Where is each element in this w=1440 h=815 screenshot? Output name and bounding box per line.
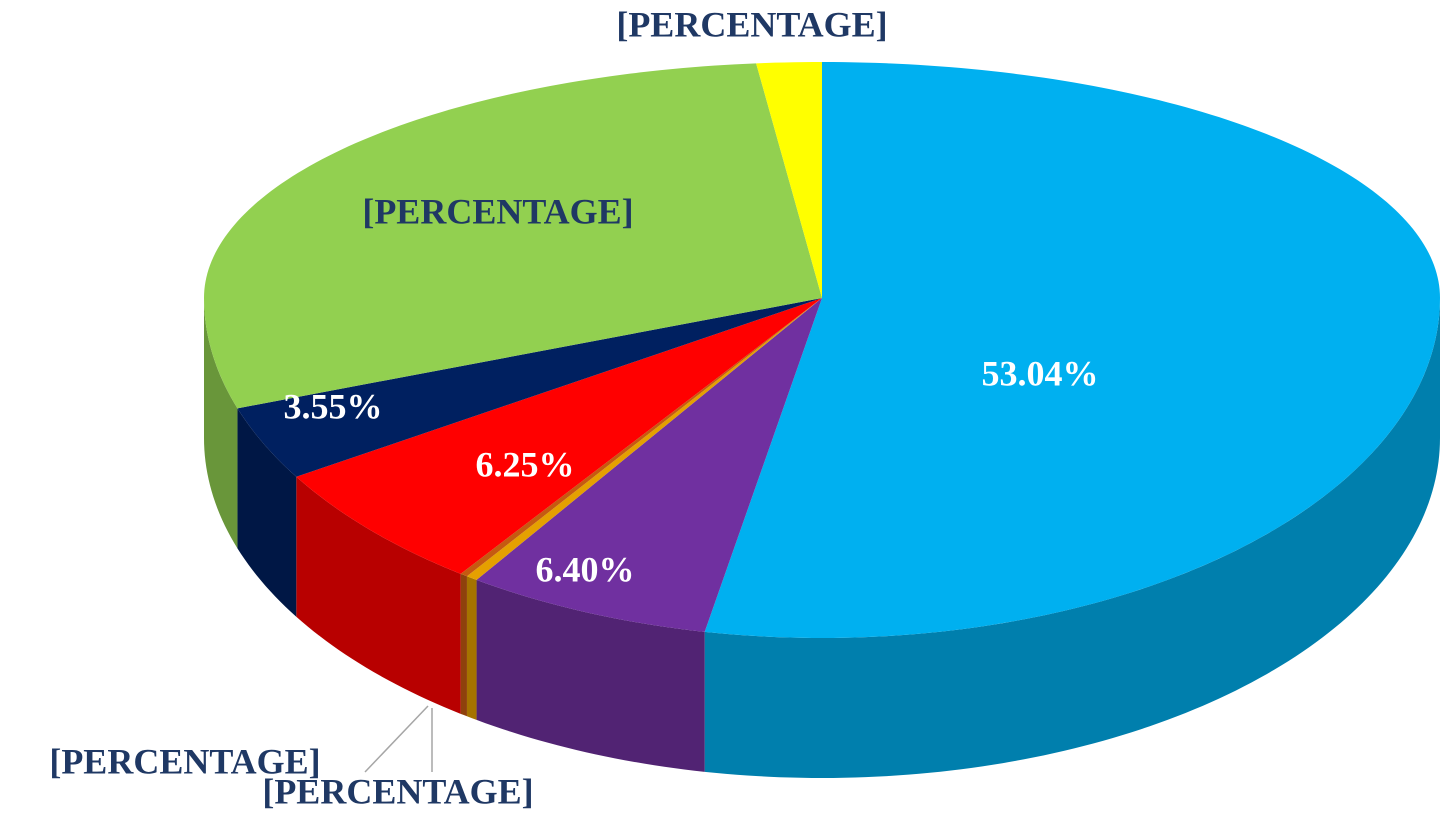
data-label: 6.25% bbox=[476, 444, 575, 484]
slice-side bbox=[704, 298, 1440, 778]
data-label: 6.40% bbox=[536, 549, 635, 589]
slice bbox=[296, 298, 822, 574]
data-label: [PERCENTAGE] bbox=[49, 741, 320, 781]
data-label: [PERCENTAGE] bbox=[616, 4, 887, 44]
data-label: [PERCENTAGE] bbox=[262, 771, 533, 811]
slice-side bbox=[460, 573, 467, 717]
slice bbox=[237, 298, 823, 477]
data-label: [PERCENTAGE] bbox=[362, 191, 633, 231]
slice-side bbox=[296, 476, 461, 714]
slice bbox=[460, 298, 822, 577]
data-label: 53.04% bbox=[982, 353, 1099, 393]
slice bbox=[476, 298, 822, 632]
slice bbox=[466, 298, 822, 580]
slice-side bbox=[476, 579, 705, 772]
slice bbox=[756, 62, 822, 298]
slice bbox=[204, 63, 822, 409]
data-label: 3.55% bbox=[284, 386, 383, 426]
slice-side bbox=[237, 408, 297, 617]
slice-side bbox=[466, 576, 477, 720]
slice bbox=[704, 62, 1440, 638]
slice-side bbox=[204, 298, 238, 549]
leader-line bbox=[364, 705, 429, 773]
